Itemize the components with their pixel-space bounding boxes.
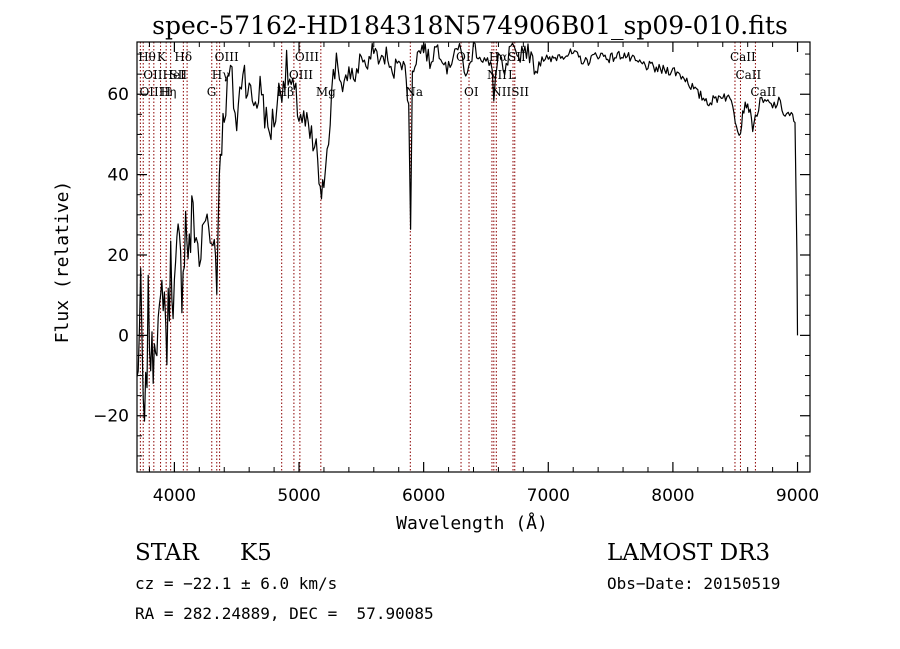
redshift-velocity: cz = −22.1 ± 6.0 km/s bbox=[135, 574, 337, 593]
y-tick-label: −20 bbox=[93, 407, 129, 427]
chart-title: spec-57162-HD184318N574906B01_sp09-010.f… bbox=[152, 11, 788, 40]
y-axis-ticks: −20 0 20 40 60 bbox=[93, 53, 810, 457]
x-tick-label: 4000 bbox=[153, 486, 196, 506]
x-tick-label: 7000 bbox=[527, 486, 570, 506]
y-tick-label: 0 bbox=[118, 326, 129, 346]
object-class: STAR bbox=[135, 540, 199, 566]
spectral-line-label: CaII bbox=[750, 85, 776, 99]
spectrum-series-line bbox=[136, 41, 799, 422]
spectral-line-label: H bbox=[161, 85, 171, 99]
spectral-line-label: OIIHη bbox=[139, 85, 176, 99]
x-tick-label: 9000 bbox=[776, 486, 819, 506]
y-tick-label: 60 bbox=[107, 85, 129, 105]
spectral-line-label: L bbox=[508, 68, 516, 82]
spectral-line-label: K bbox=[157, 50, 167, 64]
x-tick-label: 6000 bbox=[402, 486, 445, 506]
x-tick-label: 5000 bbox=[277, 486, 320, 506]
spectral-line-label: OIII bbox=[289, 68, 313, 82]
x-axis-label: Wavelength (Å) bbox=[396, 512, 548, 534]
line-markers bbox=[139, 42, 756, 472]
spectral-line-label: OIIHeI bbox=[143, 68, 185, 82]
spectral-line-label: NIISII bbox=[491, 85, 529, 99]
survey-name: LAMOST DR3 bbox=[607, 540, 770, 566]
observation-date: Obs−Date: 20150519 bbox=[607, 574, 780, 593]
spectral-line-label: Hδ bbox=[174, 50, 192, 64]
spectral-line-label: Hγ bbox=[212, 68, 230, 82]
spectral-line-label: Mg bbox=[316, 85, 336, 99]
spectral-line-label: OI bbox=[464, 85, 479, 99]
x-axis-ticks: 4000 5000 6000 7000 8000 9000 bbox=[148, 42, 819, 506]
spectral-line-label: OIII bbox=[295, 50, 319, 64]
coordinates: RA = 282.24889, DEC = 57.90085 bbox=[135, 604, 434, 623]
x-tick-label: 8000 bbox=[651, 486, 694, 506]
spectral-line-label: CaII bbox=[735, 68, 761, 82]
object-subclass: K5 bbox=[240, 540, 272, 566]
spectral-line-label: G bbox=[207, 85, 217, 99]
spectral-line-label: Hθ bbox=[138, 50, 156, 64]
spectral-line-label: CaII bbox=[730, 50, 756, 64]
y-tick-label: 20 bbox=[107, 246, 129, 266]
y-axis-label: Flux (relative) bbox=[52, 181, 73, 344]
spectral-line-label: OI bbox=[456, 50, 471, 64]
spectral-line-label: OIII bbox=[215, 50, 239, 64]
y-tick-label: 40 bbox=[107, 166, 129, 186]
spectral-line-label: SII bbox=[169, 68, 187, 82]
spectral-line-label: Na bbox=[405, 85, 423, 99]
